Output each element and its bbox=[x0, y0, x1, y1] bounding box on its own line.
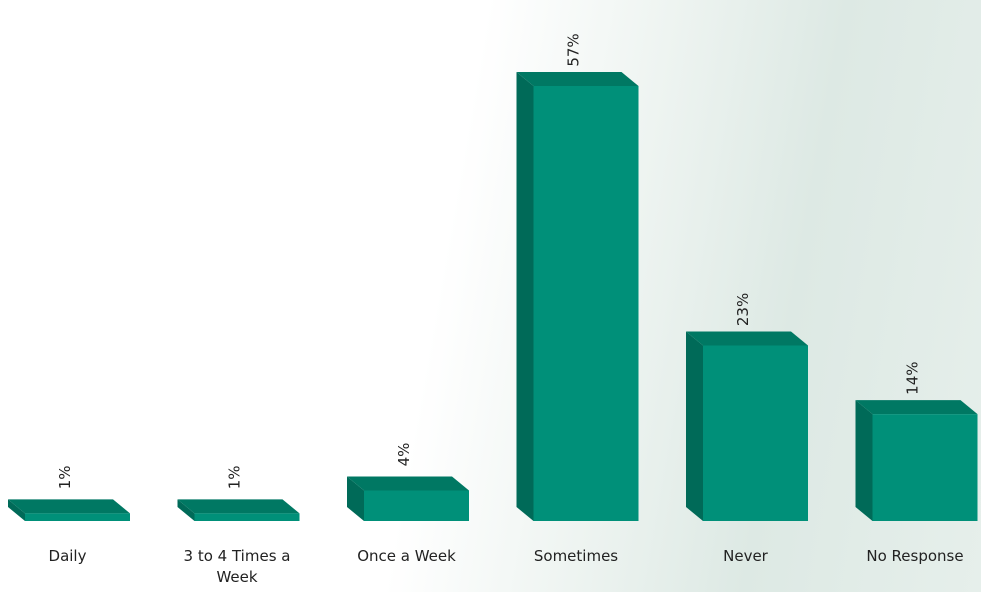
bar-front bbox=[25, 513, 130, 521]
bar-side bbox=[855, 400, 873, 521]
bar-top bbox=[8, 499, 130, 514]
bar-side bbox=[686, 331, 703, 521]
value-label: 14% bbox=[904, 361, 922, 394]
category-label: Daily bbox=[48, 547, 87, 565]
category-label: Never bbox=[723, 547, 768, 565]
bar bbox=[8, 499, 130, 521]
value-label: 1% bbox=[226, 465, 244, 489]
bar bbox=[686, 331, 808, 521]
bar-side bbox=[347, 476, 364, 521]
bar-top bbox=[347, 476, 469, 491]
bar-side bbox=[516, 72, 534, 521]
category-label: Sometimes bbox=[533, 547, 619, 565]
bar-top bbox=[855, 400, 978, 415]
bar bbox=[516, 72, 639, 521]
bar bbox=[177, 499, 300, 521]
value-label: 23% bbox=[734, 293, 752, 326]
category-label: 3 to 4 Times a Week bbox=[183, 547, 291, 586]
bar-top bbox=[516, 72, 639, 86]
bar-front bbox=[194, 513, 300, 521]
bar-top bbox=[686, 331, 808, 346]
value-label: 1% bbox=[56, 465, 74, 489]
bar-top bbox=[177, 499, 300, 514]
bar bbox=[855, 400, 978, 521]
category-label: No Response bbox=[866, 547, 964, 565]
bar-front bbox=[364, 490, 469, 521]
bar-front bbox=[703, 345, 808, 521]
bar-side bbox=[8, 499, 25, 521]
bar bbox=[347, 476, 469, 521]
value-label: 57% bbox=[565, 33, 583, 66]
category-label: Once a Week bbox=[357, 547, 456, 565]
bar-front bbox=[872, 414, 978, 521]
bar-front bbox=[533, 86, 639, 521]
value-label: 4% bbox=[395, 443, 413, 467]
bar-side bbox=[177, 499, 195, 521]
